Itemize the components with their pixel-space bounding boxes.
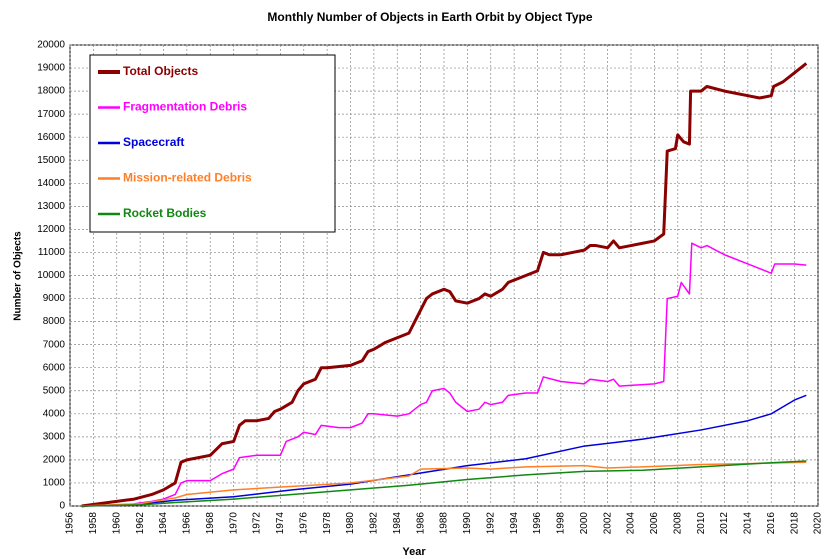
x-tick-label: 1972	[252, 512, 263, 535]
x-tick-label: 2010	[696, 512, 707, 535]
x-tick-label: 2002	[602, 512, 613, 535]
x-tick-label: 1966	[182, 512, 193, 535]
y-tick-label: 19000	[37, 63, 65, 74]
chart-title: Monthly Number of Objects in Earth Orbit…	[267, 10, 592, 24]
x-tick-label: 2000	[579, 512, 590, 535]
y-tick-label: 15000	[37, 155, 65, 166]
x-tick-label: 1996	[532, 512, 543, 535]
series-line	[81, 394, 807, 507]
legend-label: Spacecraft	[123, 135, 184, 149]
x-tick-label: 1978	[322, 512, 333, 535]
y-tick-label: 9000	[43, 293, 66, 304]
y-tick-label: 7000	[43, 339, 66, 350]
x-tick-label: 2006	[649, 512, 660, 535]
y-tick-label: 6000	[43, 362, 66, 373]
x-tick-label: 2018	[789, 512, 800, 535]
series-line	[81, 461, 807, 507]
y-tick-label: 2000	[43, 455, 66, 466]
legend-label: Rocket Bodies	[123, 206, 207, 220]
x-tick-label: 1968	[205, 512, 216, 535]
legend-label: Mission-related Debris	[123, 171, 252, 185]
x-tick-label: 1980	[345, 512, 356, 535]
x-tick-label: 1960	[111, 512, 122, 535]
x-tick-label: 1976	[298, 512, 309, 535]
x-tick-label: 1986	[415, 512, 426, 535]
x-axis-label: Year	[402, 546, 426, 558]
y-tick-label: 10000	[37, 270, 65, 281]
y-axis-label: Number of Objects	[13, 231, 24, 321]
y-tick-label: 13000	[37, 201, 65, 212]
x-tick-label: 2004	[626, 512, 637, 535]
series-line	[81, 460, 807, 507]
x-tick-label: 1992	[485, 512, 496, 535]
x-tick-label: 1988	[439, 512, 450, 535]
y-tick-label: 17000	[37, 109, 65, 120]
x-tick-label: 1990	[462, 512, 473, 535]
y-tick-label: 0	[59, 501, 65, 512]
x-tick-label: 2014	[743, 512, 754, 535]
x-tick-label: 1982	[369, 512, 380, 535]
x-tick-label: 1964	[158, 512, 169, 535]
series-line	[134, 242, 807, 505]
y-tick-label: 5000	[43, 385, 66, 396]
x-tick-label: 2020	[813, 512, 824, 535]
x-tick-label: 1958	[88, 512, 99, 535]
y-tick-label: 16000	[37, 132, 65, 143]
y-tick-label: 20000	[37, 40, 65, 51]
x-tick-label: 1998	[556, 512, 567, 535]
series-line	[81, 62, 808, 508]
y-tick-label: 1000	[43, 478, 66, 489]
legend-label: Fragmentation Debris	[123, 100, 247, 114]
y-tick-label: 4000	[43, 408, 66, 419]
x-tick-label: 1970	[228, 512, 239, 535]
x-tick-label: 1956	[65, 512, 76, 535]
x-tick-label: 2008	[672, 512, 683, 535]
x-tick-label: 2012	[719, 512, 730, 535]
x-tick-label: 2016	[766, 512, 777, 535]
y-tick-label: 3000	[43, 431, 66, 442]
y-tick-label: 11000	[38, 247, 66, 258]
y-tick-label: 14000	[37, 178, 65, 189]
legend-label: Total Objects	[123, 64, 198, 78]
legend-box	[89, 54, 336, 233]
x-tick-label: 1994	[509, 512, 520, 535]
y-tick-label: 18000	[37, 86, 65, 97]
x-tick-label: 1974	[275, 512, 286, 535]
y-tick-label: 12000	[37, 224, 65, 235]
x-tick-label: 1962	[135, 512, 146, 535]
x-tick-label: 1984	[392, 512, 403, 535]
y-tick-label: 8000	[43, 316, 66, 327]
